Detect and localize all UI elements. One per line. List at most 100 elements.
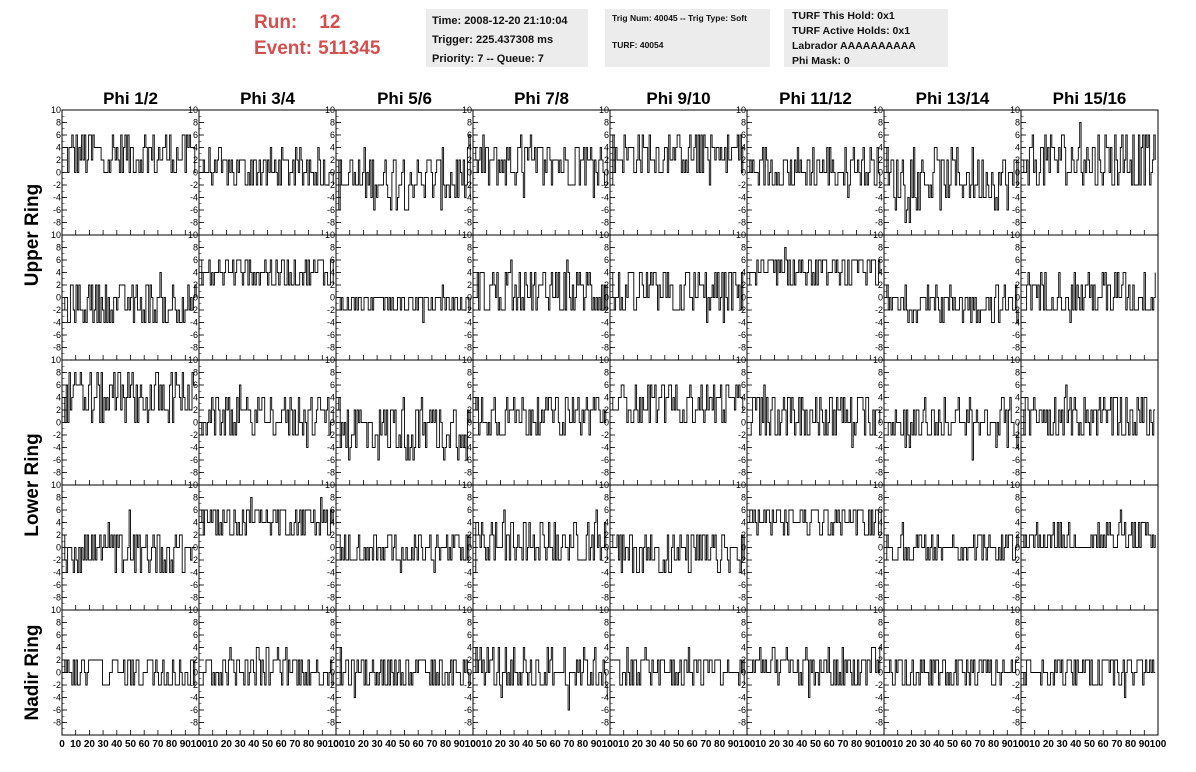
y-tick-label: -2 — [190, 430, 198, 440]
y-tick-label: -2 — [464, 430, 472, 440]
waveform-trace — [63, 509, 197, 573]
y-tick-label: 8 — [467, 243, 472, 253]
x-tick-label: 10 — [207, 739, 219, 750]
y-tick-label: 8 — [330, 243, 335, 253]
y-tick-label: -4 — [601, 318, 609, 328]
y-tick-label: 0 — [1015, 293, 1020, 303]
waveform-trace — [1022, 122, 1156, 186]
y-tick-label: 0 — [330, 668, 335, 678]
y-tick-label: 8 — [741, 118, 746, 128]
y-tick-label: -6 — [53, 705, 61, 715]
y-tick-label: -2 — [601, 680, 609, 690]
x-tick-label: 10 — [481, 739, 493, 750]
run-label: Run: — [254, 12, 298, 33]
x-tick-label: 90 — [728, 739, 740, 750]
x-tick-label: 10 — [1029, 739, 1041, 750]
y-tick-label: 0 — [1015, 668, 1020, 678]
y-tick-label: -2 — [738, 180, 746, 190]
x-tick-label: 30 — [235, 739, 247, 750]
row-label: Upper Ring — [22, 184, 43, 286]
y-tick-label: 0 — [1015, 168, 1020, 178]
y-tick-label: 6 — [741, 505, 746, 515]
waveform-trace — [1022, 384, 1156, 436]
x-tick-label: 0 — [196, 739, 202, 750]
x-tick-label: 60 — [824, 739, 836, 750]
waveform-trace — [748, 147, 882, 198]
y-tick-label: -8 — [327, 218, 335, 228]
y-tick-label: 6 — [56, 130, 61, 140]
y-tick-label: -4 — [1012, 318, 1020, 328]
y-tick-label: 4 — [330, 393, 335, 403]
y-tick-label: -2 — [875, 555, 883, 565]
x-tick-label: 0 — [470, 739, 476, 750]
waveform-trace — [63, 272, 197, 323]
panel-frame — [61, 359, 200, 486]
y-tick-label: -8 — [464, 468, 472, 478]
y-tick-label: -2 — [53, 680, 61, 690]
y-tick-label: 4 — [878, 643, 883, 653]
y-tick-label: -8 — [738, 343, 746, 353]
y-tick-label: 4 — [56, 268, 61, 278]
turf-active-holds-line: TURF Active Holds: 0x1 — [792, 25, 911, 37]
y-tick-label: 4 — [1015, 643, 1020, 653]
y-tick-label: 8 — [741, 618, 746, 628]
waveform-trace — [611, 534, 745, 573]
y-tick-label: -8 — [875, 343, 883, 353]
column-label: Phi 7/8 — [514, 89, 569, 108]
y-tick-label: -8 — [53, 343, 61, 353]
y-tick-label: -6 — [464, 455, 472, 465]
y-tick-label: -8 — [875, 593, 883, 603]
x-tick-label: 50 — [125, 739, 137, 750]
y-tick-label: 4 — [330, 143, 335, 153]
x-tick-label: 80 — [988, 739, 1000, 750]
y-tick-label: 10 — [462, 355, 472, 365]
y-tick-label: -6 — [875, 330, 883, 340]
y-tick-label: -4 — [327, 443, 335, 453]
y-tick-label: -2 — [1012, 430, 1020, 440]
y-tick-label: -2 — [1012, 680, 1020, 690]
y-tick-label: 6 — [741, 630, 746, 640]
y-tick-label: -4 — [1012, 693, 1020, 703]
y-tick-label: -2 — [875, 680, 883, 690]
y-tick-label: 8 — [1015, 118, 1020, 128]
y-tick-label: 10 — [51, 355, 61, 365]
y-tick-label: 8 — [741, 493, 746, 503]
y-tick-label: 2 — [330, 155, 335, 165]
x-tick-label: 50 — [262, 739, 274, 750]
y-tick-label: -8 — [464, 593, 472, 603]
y-tick-label: 4 — [467, 643, 472, 653]
event-row: Event: 511345 — [254, 36, 380, 62]
waveform-trace — [611, 134, 745, 186]
x-tick-label: 40 — [1070, 739, 1082, 750]
y-tick-label: 10 — [736, 230, 746, 240]
x-tick-label: 20 — [221, 739, 233, 750]
y-tick-label: -4 — [327, 568, 335, 578]
y-tick-label: 2 — [193, 155, 198, 165]
y-tick-label: 6 — [1015, 505, 1020, 515]
y-tick-label: 4 — [193, 643, 198, 653]
y-tick-label: -2 — [190, 180, 198, 190]
x-tick-label: 30 — [1057, 739, 1069, 750]
y-tick-label: 0 — [604, 293, 609, 303]
y-tick-label: 10 — [325, 230, 335, 240]
y-tick-label: 8 — [56, 493, 61, 503]
y-tick-label: 6 — [330, 380, 335, 390]
y-tick-label: 4 — [193, 143, 198, 153]
y-tick-label: 4 — [604, 518, 609, 528]
y-tick-label: -8 — [1012, 468, 1020, 478]
y-tick-label: -8 — [190, 343, 198, 353]
y-tick-label: -6 — [1012, 205, 1020, 215]
y-tick-label: -6 — [464, 580, 472, 590]
x-tick-label: 40 — [248, 739, 260, 750]
x-tick-label: 30 — [783, 739, 795, 750]
x-tick-label: 70 — [1111, 739, 1123, 750]
y-tick-label: 8 — [330, 118, 335, 128]
y-tick-label: -2 — [1012, 180, 1020, 190]
y-tick-label: 2 — [330, 655, 335, 665]
y-tick-label: 6 — [878, 380, 883, 390]
y-tick-label: 0 — [878, 168, 883, 178]
y-tick-label: 0 — [56, 668, 61, 678]
y-tick-label: -6 — [190, 705, 198, 715]
y-tick-label: 6 — [604, 130, 609, 140]
y-tick-label: 10 — [462, 230, 472, 240]
